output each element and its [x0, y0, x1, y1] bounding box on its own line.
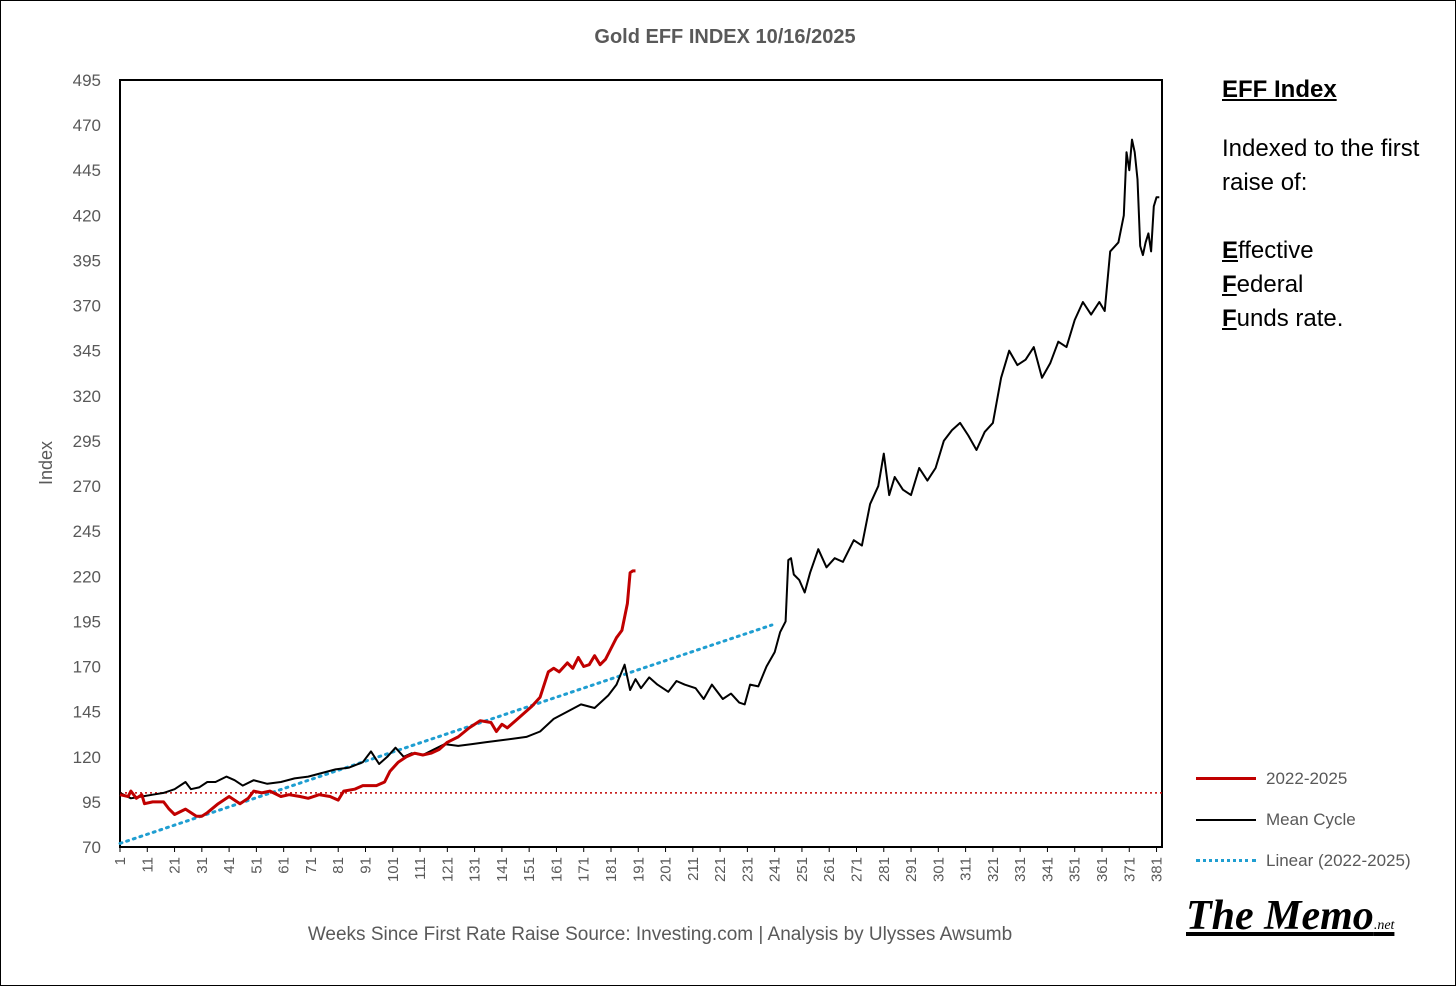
x-tick-label: 321 [985, 857, 1002, 882]
y-tick-label: 145 [73, 703, 101, 722]
x-tick-label: 111 [412, 857, 429, 880]
y-tick-label: 245 [73, 522, 101, 541]
x-tick-label: 31 [194, 857, 211, 874]
y-tick-label: 95 [82, 793, 101, 812]
x-tick-label: 381 [1149, 857, 1166, 882]
x-tick-label: 211 [685, 857, 702, 881]
legend-label: Mean Cycle [1266, 809, 1356, 829]
x-tick-label: 41 [221, 857, 238, 874]
x-tick-label: 131 [467, 857, 484, 882]
series-group [118, 138, 1160, 845]
x-tick-label: 331 [1012, 857, 1029, 882]
logo-suffix: .net [1373, 918, 1395, 933]
x-tick-label: 301 [930, 857, 947, 882]
legend-label: Linear (2022-2025) [1266, 850, 1411, 870]
x-tick-label: 191 [630, 857, 647, 882]
y-axis-ticks: 70 95 120 145 170 195 220 245 270 295 320 345 370 395… [73, 71, 101, 857]
x-axis-ticks: 1 11 21 31 41 51 61 71 81 91 101 111 121 131 141 151 161… [112, 847, 1166, 882]
x-tick-label: 291 [903, 857, 920, 882]
acronym-rest: ederal [1236, 271, 1304, 298]
series-line-linear-trend [118, 623, 774, 845]
legend-item-linear: Linear (2022-2025) [1196, 840, 1446, 881]
x-tick-label: 141 [494, 857, 511, 882]
y-tick-label: 70 [82, 838, 101, 857]
x-tick-label: 361 [1094, 857, 1111, 882]
y-tick-label: 495 [73, 71, 101, 90]
y-tick-label: 470 [73, 116, 101, 135]
x-tick-label: 371 [1121, 857, 1138, 882]
chart-title: Gold EFF INDEX 10/16/2025 [594, 26, 856, 48]
side-panel-heading: EFF Index [1222, 76, 1337, 103]
y-tick-label: 170 [73, 658, 101, 677]
x-tick-label: 171 [576, 857, 593, 882]
x-tick-label: 251 [794, 857, 811, 882]
side-panel-intro: Indexed to the first raise of: [1222, 135, 1420, 196]
y-tick-label: 195 [73, 612, 101, 631]
x-tick-label: 161 [548, 857, 565, 882]
x-tick-label: 71 [303, 857, 320, 874]
legend-item-2022-2025: 2022-2025 [1196, 758, 1446, 799]
x-tick-label: 231 [739, 857, 756, 882]
legend-swatch-red [1196, 777, 1256, 780]
x-tick-label: 1 [112, 857, 129, 865]
y-tick-label: 345 [73, 342, 101, 361]
x-tick-label: 351 [1067, 857, 1084, 882]
y-tick-label: 295 [73, 432, 101, 451]
y-tick-label: 320 [73, 387, 101, 406]
acronym-rest: unds rate. [1236, 305, 1344, 332]
x-tick-label: 201 [658, 857, 675, 882]
series-line-mean-cycle [119, 138, 1160, 800]
legend-swatch-black [1196, 818, 1256, 821]
x-tick-label: 101 [385, 857, 402, 882]
chart-legend: 2022-2025 Mean Cycle Linear (2022-2025) [1196, 758, 1446, 881]
x-tick-label: 241 [767, 857, 784, 882]
acronym-initial: E [1222, 237, 1239, 264]
x-tick-label: 271 [848, 857, 865, 882]
x-tick-label: 61 [276, 857, 293, 874]
logo-main: The Memo [1186, 893, 1374, 939]
y-tick-label: 270 [73, 477, 101, 496]
x-tick-label: 11 [139, 857, 156, 873]
legend-label: 2022-2025 [1266, 768, 1348, 788]
legend-item-mean-cycle: Mean Cycle [1196, 799, 1446, 840]
y-tick-label: 370 [73, 297, 101, 316]
plot-area [119, 79, 1163, 848]
x-tick-label: 81 [330, 857, 347, 874]
acronym-federal: Federal [1222, 268, 1447, 302]
y-tick-label: 120 [73, 748, 101, 767]
x-tick-label: 121 [439, 857, 456, 882]
x-tick-label: 221 [712, 857, 729, 882]
x-tick-label: 51 [248, 857, 265, 874]
y-tick-label: 220 [73, 567, 101, 586]
legend-swatch-dotted [1196, 859, 1256, 862]
acronym-rest: ffective [1238, 237, 1314, 264]
y-tick-label: 420 [73, 206, 101, 225]
x-tick-label: 281 [876, 857, 893, 882]
x-tick-label: 181 [603, 857, 620, 882]
the-memo-logo: The Memo.net [1186, 892, 1394, 940]
series-line-2022-2025 [119, 569, 636, 818]
y-tick-label: 445 [73, 161, 101, 180]
x-axis-label: Weeks Since First Rate Raise Source: Inv… [307, 924, 1013, 945]
x-tick-label: 151 [521, 857, 538, 882]
x-tick-label: 261 [821, 857, 838, 882]
x-tick-label: 91 [357, 857, 374, 874]
acronym-effective: Effective [1222, 234, 1447, 268]
acronym-list: Effective Federal Funds rate. [1222, 234, 1447, 336]
x-tick-label: 341 [1039, 857, 1056, 882]
y-tick-label: 395 [73, 251, 101, 270]
acronym-initial: F [1222, 305, 1237, 332]
acronym-initial: F [1222, 271, 1237, 298]
x-tick-label: 21 [167, 857, 184, 874]
y-axis-label: Index [36, 441, 56, 485]
acronym-funds-rate: Funds rate. [1222, 302, 1447, 336]
x-tick-label: 311 [958, 857, 975, 881]
side-panel: EFF Index Indexed to the first raise of:… [1222, 76, 1447, 336]
